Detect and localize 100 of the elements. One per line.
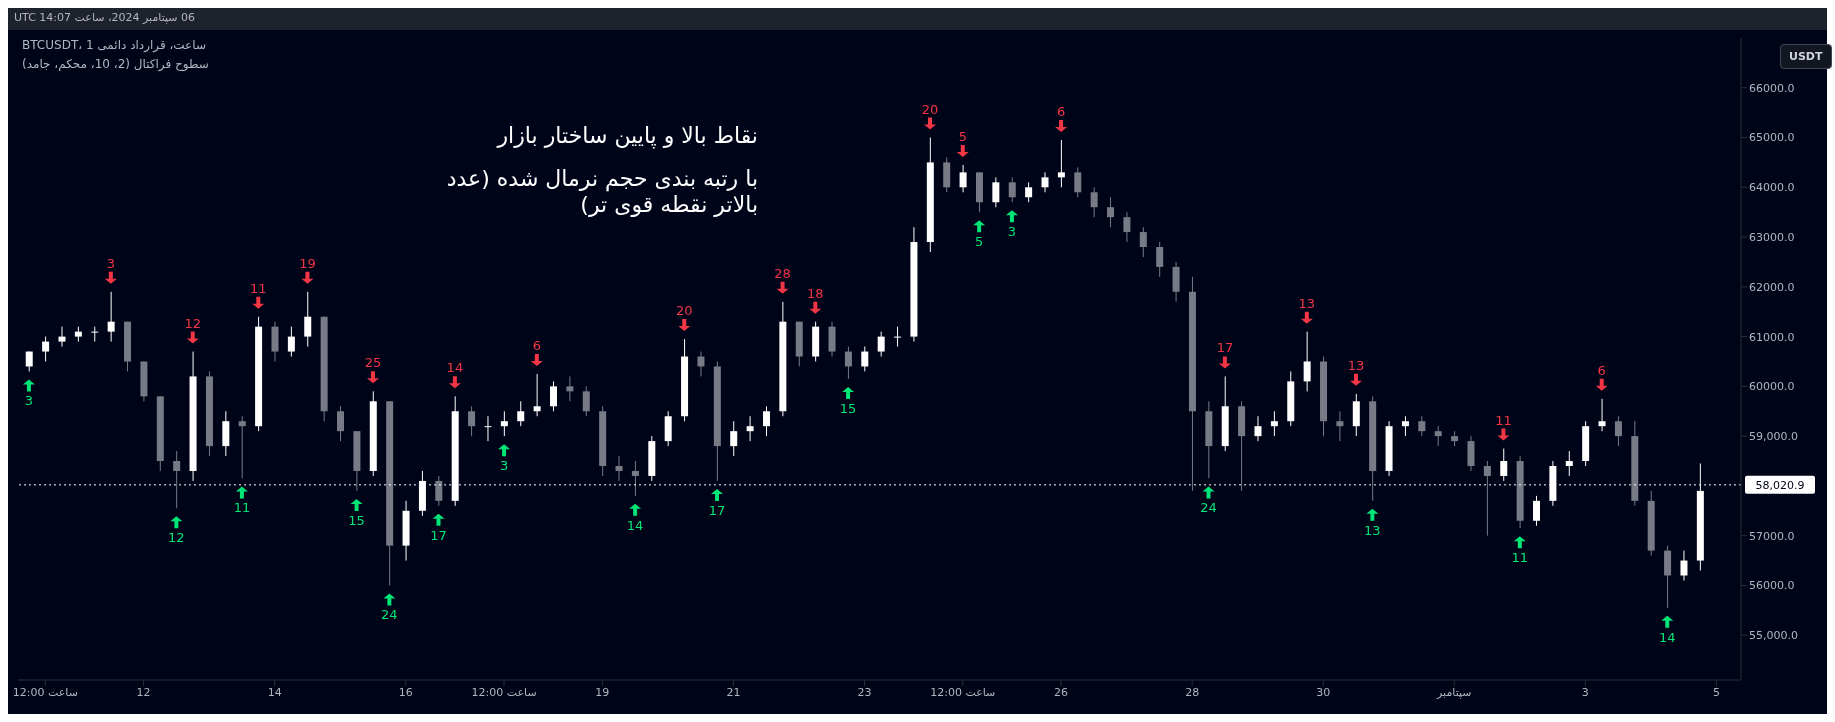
annotation: 6: [1056, 104, 1066, 120]
candlestick: [1483, 460, 1491, 537]
candlestick: [1565, 450, 1573, 477]
candlestick: [1434, 425, 1442, 447]
y-tick-label: 66000.0: [1749, 81, 1795, 95]
y-tick-label: 57000.0: [1749, 529, 1795, 543]
y-tick-label: 55,000.0: [1749, 629, 1798, 643]
x-tick-label: ساعت 12:00: [930, 685, 996, 699]
candlestick: [1074, 166, 1082, 198]
annotation: 20: [675, 303, 693, 319]
candlestick: [517, 400, 525, 427]
y-tick-label: 64000.0: [1749, 181, 1795, 195]
annotation: 11: [1511, 550, 1529, 566]
candlestick: [238, 415, 246, 479]
candlestick: [435, 475, 443, 507]
candlestick: [337, 405, 345, 442]
candlestick: [762, 405, 770, 437]
candlestick: [500, 410, 508, 437]
annotation: 19: [299, 255, 316, 271]
annotation: با رتبه بندی حجم نرمال شده (عدد بالاتر نقطه قوی تر): [445, 166, 758, 218]
candlestick: [746, 415, 754, 442]
candlestick: [304, 291, 312, 348]
candlestick: [1614, 415, 1622, 447]
candlestick: [959, 164, 967, 193]
candlestick: [468, 405, 476, 437]
candlestick: [91, 326, 99, 343]
annotation: 5: [975, 234, 984, 250]
annotation: 15: [839, 400, 857, 416]
candlestick: [877, 331, 885, 358]
candlestick: [1533, 495, 1541, 527]
annotation: 13: [1298, 295, 1316, 311]
candlestick: [533, 373, 541, 417]
candlestick: [1270, 410, 1278, 437]
annotation: 3: [499, 458, 509, 474]
x-tick-label: 21: [726, 685, 741, 699]
annotation: 3: [106, 255, 115, 271]
annotation: 11: [250, 280, 267, 296]
x-tick-label: 14: [267, 685, 282, 699]
candlestick: [697, 351, 705, 377]
candlestick: [484, 415, 492, 442]
candlestick: [1123, 211, 1131, 243]
annotation: 24: [381, 607, 398, 623]
candlestick: [992, 176, 1000, 208]
annotation: 14: [1659, 629, 1676, 645]
annotation: 17: [430, 527, 447, 543]
candlestick: [42, 336, 50, 362]
candlestick: [1139, 226, 1147, 258]
annotation: 12: [184, 315, 202, 331]
annotation: 3: [1007, 224, 1017, 240]
annotation: 13: [1347, 357, 1365, 373]
candlestick: [615, 455, 623, 482]
y-tick-label: 56000.0: [1749, 579, 1795, 593]
candlestick: [1401, 415, 1409, 437]
annotation: 11: [1495, 412, 1512, 428]
candlestick: [631, 460, 639, 497]
annotation: 15: [348, 512, 365, 528]
x-tick-label: 30: [1316, 685, 1331, 699]
y-tick-label: 62000.0: [1749, 280, 1795, 294]
candlestick: [582, 385, 590, 417]
annotation: 20: [921, 101, 939, 117]
candlestick: [1418, 415, 1426, 437]
candlestick: [1025, 181, 1033, 203]
candlestick: [566, 375, 574, 402]
candlestick: [1500, 448, 1508, 482]
annotation: 14: [626, 517, 644, 533]
annotation: 24: [1200, 500, 1217, 516]
annotation: 28: [774, 265, 791, 281]
y-tick-label: 63000.0: [1749, 230, 1795, 244]
annotation: 11: [233, 500, 251, 516]
text: 06 سپتامبر 2024، ساعت 14:07 UTC: [14, 11, 195, 24]
candlestick: [287, 326, 295, 358]
x-tick-label: 3: [1581, 685, 1589, 699]
annotation: 25: [364, 355, 382, 371]
candlestick: [1090, 186, 1098, 218]
y-tick-label: 59,000.0: [1749, 430, 1798, 444]
ref-line-label: 58,020.9: [1755, 478, 1805, 492]
text: سطوح فراکتال (2، 10، محکم، جامد): [22, 57, 209, 71]
candlestick: [58, 326, 66, 348]
candlestick: [107, 291, 115, 343]
x-tick-label: ساعت 12:00: [12, 685, 78, 699]
candlestick: [173, 450, 181, 509]
annotation: 6: [532, 337, 541, 353]
candlestick: [1008, 176, 1016, 203]
candlestick: [1336, 410, 1344, 442]
x-tick-label: سپتامبر: [1436, 685, 1472, 699]
candlestick: [861, 346, 869, 372]
candlestick: [1598, 398, 1606, 432]
text: USDT: [1780, 44, 1832, 69]
y-tick-label: 60000.0: [1749, 380, 1795, 394]
candlestick: [844, 346, 852, 380]
annotation: 13: [1364, 522, 1381, 538]
x-tick-label: 23: [857, 685, 872, 699]
candlestick: [1254, 415, 1262, 442]
y-tick-label: 65000.0: [1749, 131, 1795, 145]
x-tick-label: 16: [398, 685, 413, 699]
annotation: 6: [1597, 362, 1606, 378]
x-tick-label: 28: [1185, 685, 1200, 699]
candlestick: [1156, 241, 1164, 278]
annotation: 3: [24, 393, 34, 409]
annotation: 5: [958, 128, 967, 144]
